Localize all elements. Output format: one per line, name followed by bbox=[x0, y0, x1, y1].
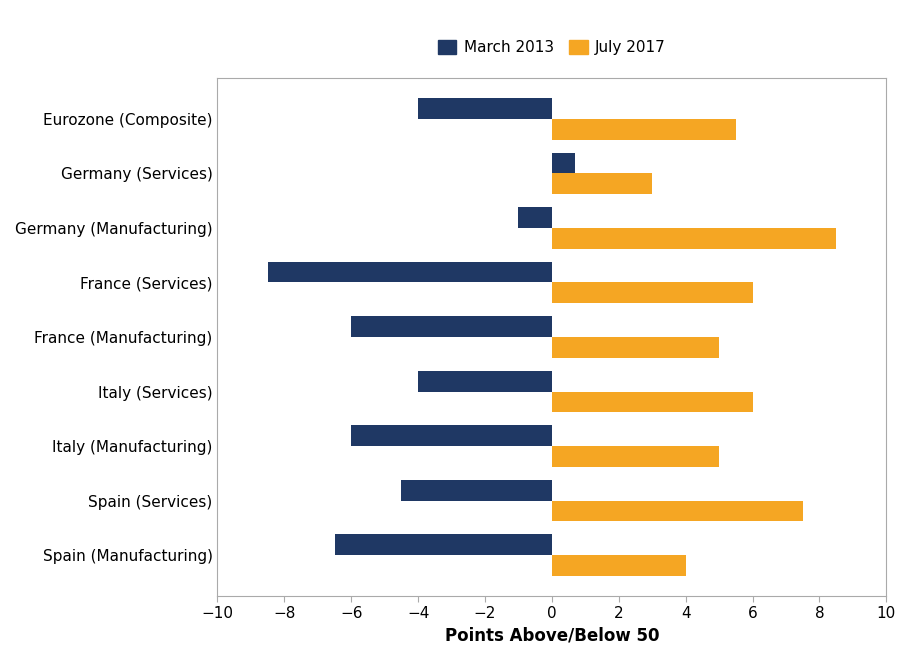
Bar bbox=[268, 262, 552, 282]
Bar bbox=[552, 337, 719, 358]
Bar bbox=[352, 316, 552, 337]
Bar bbox=[552, 119, 736, 140]
Bar bbox=[402, 480, 552, 500]
Bar bbox=[552, 446, 719, 467]
Bar bbox=[352, 425, 552, 446]
Bar bbox=[552, 391, 752, 412]
Bar bbox=[552, 174, 652, 194]
Bar bbox=[418, 371, 552, 391]
Bar bbox=[334, 535, 552, 555]
Bar bbox=[552, 500, 803, 521]
Bar bbox=[418, 98, 552, 119]
Bar bbox=[552, 555, 686, 576]
X-axis label: Points Above/Below 50: Points Above/Below 50 bbox=[445, 627, 660, 645]
Bar bbox=[552, 152, 576, 174]
Bar bbox=[518, 207, 552, 228]
Bar bbox=[552, 228, 836, 249]
Bar bbox=[552, 282, 752, 303]
Legend: March 2013, July 2017: March 2013, July 2017 bbox=[432, 34, 672, 61]
